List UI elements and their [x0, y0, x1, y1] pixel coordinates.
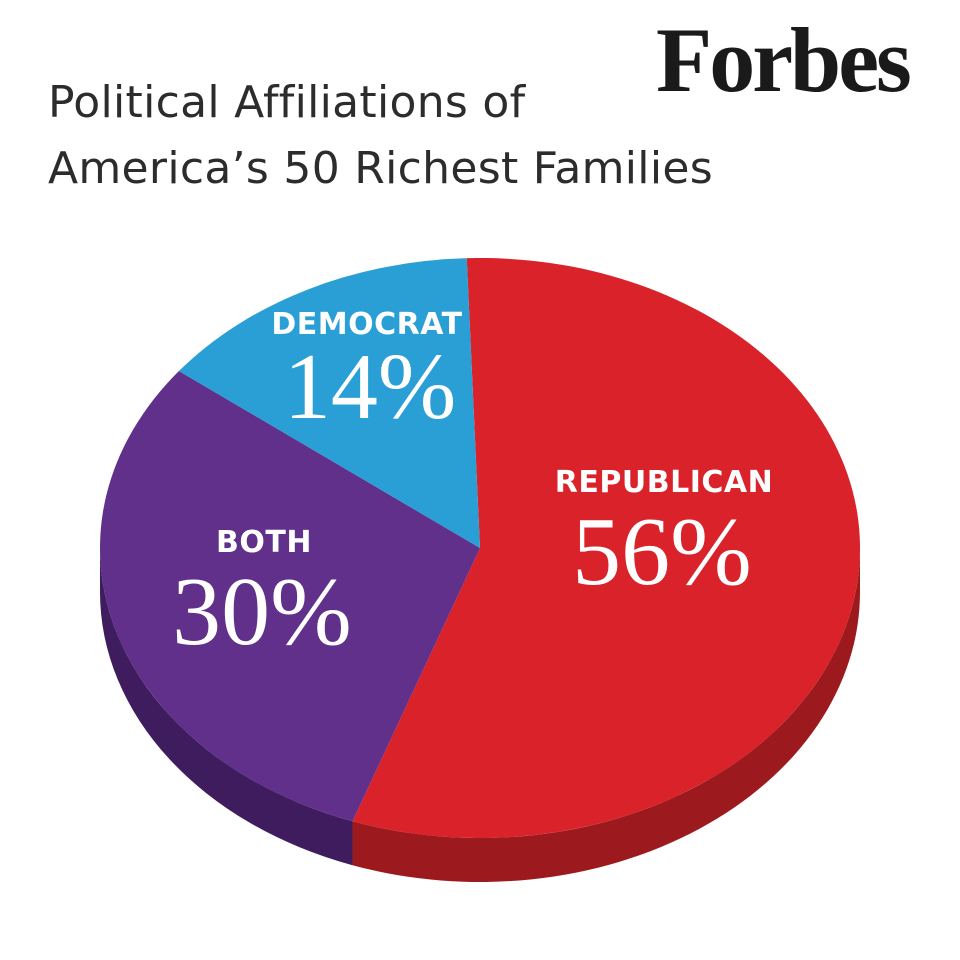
pie-slice-democrat	[178, 258, 480, 548]
pie-label-both: BOTH	[216, 525, 312, 560]
chart-title-line-1: Political Affiliations of	[48, 77, 526, 128]
pie-slice-both	[100, 371, 480, 822]
forbes-logo: Forbes	[656, 9, 912, 111]
chart-title: Political Affiliations of America’s 50 R…	[48, 70, 808, 202]
pie-value-republican: 56%	[572, 498, 752, 606]
pie-tops	[100, 258, 861, 839]
chart-title-line-2: America’s 50 Richest Families	[48, 143, 713, 194]
pie-sides	[100, 548, 861, 882]
pie-side-both	[100, 548, 353, 866]
pie-label-republican: REPUBLICAN	[555, 465, 773, 500]
pie-value-both: 30%	[172, 558, 352, 666]
pie-value-democrat: 14%	[284, 335, 456, 439]
pie-side-republican	[352, 548, 861, 882]
pie-slice-republican	[352, 258, 861, 839]
pie-label-democrat: DEMOCRAT	[271, 307, 462, 342]
